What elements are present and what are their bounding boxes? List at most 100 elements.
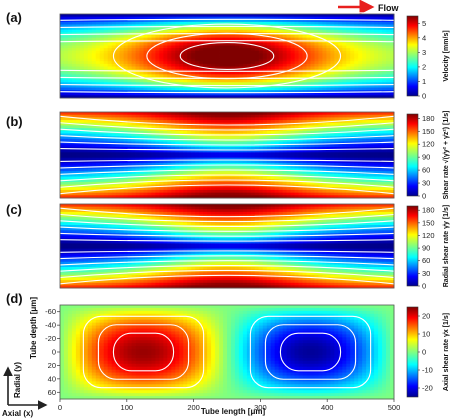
heatmap-cell <box>330 149 335 153</box>
heatmap-cell <box>171 74 176 78</box>
heatmap-cell <box>127 146 132 151</box>
heatmap-cell <box>242 63 248 67</box>
heatmap-cell <box>75 192 81 196</box>
heatmap-cell <box>294 152 299 156</box>
heatmap-cell <box>254 138 260 142</box>
heatmap-cell <box>342 58 347 62</box>
heatmap-cell <box>286 48 292 52</box>
heatmap-cell <box>342 66 347 70</box>
heatmap-cell <box>270 61 276 65</box>
heatmap-cell <box>338 163 343 167</box>
heatmap-cell <box>171 90 176 94</box>
heatmap-cell <box>282 84 288 88</box>
heatmap-cell <box>107 173 113 177</box>
heatmap-cell <box>310 66 315 70</box>
heatmap-cell <box>119 37 125 41</box>
heatmap-cell <box>294 74 299 78</box>
heatmap-cell <box>238 53 244 57</box>
heatmap-cell <box>366 24 371 28</box>
heatmap-cell <box>87 192 93 196</box>
heatmap-cell <box>250 50 256 54</box>
heatmap-cell <box>119 24 125 28</box>
heatmap-cell <box>79 114 85 118</box>
heatmap-cell <box>250 45 256 49</box>
heatmap-cell <box>254 71 260 75</box>
heatmap-cell <box>87 56 93 60</box>
heatmap-cell <box>159 146 164 151</box>
heatmap-cell <box>195 157 200 161</box>
heatmap-cell <box>87 82 93 86</box>
heatmap-cell <box>242 48 248 52</box>
heatmap-cell <box>71 117 77 121</box>
heatmap-cell <box>294 114 299 118</box>
heatmap-cell <box>111 82 117 86</box>
heatmap-cell <box>254 56 260 60</box>
heatmap-cell <box>95 189 101 194</box>
heatmap-cell <box>91 95 97 99</box>
heatmap-cell <box>211 56 216 60</box>
heatmap-cell <box>330 117 335 121</box>
heatmap-cell <box>203 19 208 23</box>
heatmap-cell <box>290 149 295 153</box>
heatmap-cell <box>103 45 109 49</box>
heatmap-cell <box>246 192 252 196</box>
heatmap-cell <box>286 152 292 156</box>
heatmap-cell <box>79 187 85 191</box>
heatmap-cell <box>127 84 132 88</box>
heatmap-cell <box>203 79 208 83</box>
heatmap-cell <box>119 189 125 194</box>
heatmap-cell <box>119 84 125 88</box>
heatmap-cell <box>171 50 176 54</box>
heatmap-cell <box>195 48 200 52</box>
heatmap-cell <box>191 66 196 70</box>
heatmap-cell <box>230 141 236 145</box>
heatmap-cell <box>135 130 140 134</box>
heatmap-cell <box>242 58 248 62</box>
heatmap-cell <box>330 27 335 31</box>
heatmap-cell <box>63 21 69 25</box>
heatmap-cell <box>159 74 164 78</box>
heatmap-cell <box>227 160 232 164</box>
heatmap-cell <box>63 155 69 159</box>
heatmap-cell <box>175 58 180 62</box>
heatmap-cell <box>215 87 220 91</box>
heatmap-cell <box>314 184 319 188</box>
heatmap-cell <box>83 74 89 78</box>
heatmap-cell <box>147 157 152 161</box>
heatmap-cell <box>302 173 307 177</box>
heatmap-cell <box>338 61 343 65</box>
heatmap-cell <box>354 61 359 65</box>
heatmap-cell <box>163 112 168 116</box>
heatmap-cell <box>330 163 335 167</box>
heatmap-cell <box>131 141 136 145</box>
heatmap-cell <box>187 92 192 96</box>
heatmap-cell <box>95 195 101 199</box>
heatmap-cell <box>254 152 260 156</box>
heatmap-cell <box>234 92 240 96</box>
heatmap-cell <box>139 117 144 121</box>
heatmap-cell <box>203 53 208 57</box>
heatmap-cell <box>119 53 125 57</box>
heatmap-cell <box>179 136 184 140</box>
heatmap-cell <box>298 19 303 23</box>
heatmap-cell <box>171 84 176 88</box>
heatmap-cell <box>227 84 232 88</box>
heatmap-cell <box>318 133 323 137</box>
heatmap-cell <box>175 125 180 129</box>
heatmap-cell <box>382 77 387 81</box>
heatmap-cell <box>270 29 276 33</box>
heatmap-cell <box>207 27 212 31</box>
heatmap-cell <box>139 141 144 145</box>
heatmap-cell <box>103 179 109 183</box>
heatmap-cell <box>342 95 347 99</box>
heatmap-cell <box>310 155 315 159</box>
heatmap-cell <box>382 48 387 52</box>
heatmap-cell <box>378 84 383 88</box>
heatmap-cell <box>290 16 295 20</box>
heatmap-cell <box>123 14 128 18</box>
heatmap-cell <box>87 37 93 41</box>
heatmap-cell <box>211 84 216 88</box>
heatmap-cell <box>262 87 268 91</box>
heatmap-cell <box>87 66 93 70</box>
heatmap-cell <box>314 136 319 140</box>
